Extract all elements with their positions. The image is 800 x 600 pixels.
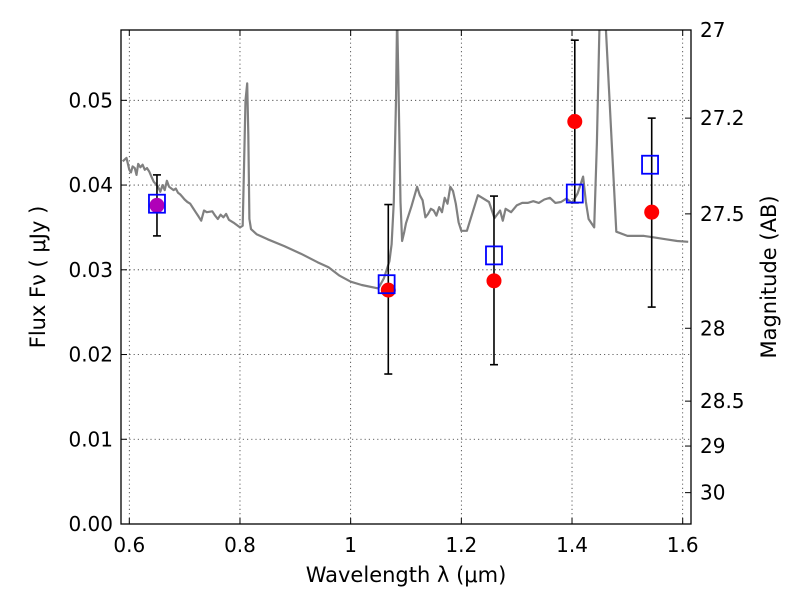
y-tick-label: 0.02 — [68, 343, 113, 367]
right-tick-label: 28.5 — [700, 389, 745, 413]
x-tick-label: 0.8 — [224, 533, 256, 557]
y-tick-label: 0.03 — [68, 258, 113, 282]
y-axis-label: Flux Fν ( μJy ) — [26, 206, 50, 349]
right-tick-label: 28 — [700, 316, 725, 340]
y-axis-right: 27 27.2 27.5 28 28.5 29 30 — [685, 18, 745, 505]
spectrum — [121, 30, 689, 290]
x-tick-label: 1.2 — [445, 533, 477, 557]
observed-point — [380, 282, 396, 298]
spectrum-line — [121, 30, 689, 290]
right-tick-label: 27.5 — [700, 202, 745, 226]
model-point — [641, 154, 659, 175]
model-point — [485, 245, 503, 266]
x-tick-label: 1.6 — [667, 533, 699, 557]
observed-point — [486, 273, 502, 289]
x-tick-label: 0.6 — [113, 533, 145, 557]
y-tick-label: 0.00 — [68, 512, 113, 536]
plot-frame — [120, 29, 692, 525]
right-tick-label: 27 — [700, 18, 725, 42]
right-tick-label: 27.2 — [700, 106, 745, 130]
right-tick-label: 29 — [700, 434, 725, 458]
x-tick-label: 1.4 — [556, 533, 588, 557]
y-axis-label-right: Magnitude (AB) — [757, 195, 781, 358]
y-tick-label: 0.04 — [68, 173, 113, 197]
model-point — [148, 193, 166, 214]
x-tick-label: 1 — [344, 533, 357, 557]
y-tick-label: 0.05 — [68, 88, 113, 112]
y-axis-left: 0.00 0.01 0.02 0.03 0.04 0.05 — [68, 88, 127, 536]
model-point — [377, 274, 396, 295]
right-tick-label: 30 — [700, 481, 725, 505]
observed-point — [567, 114, 583, 130]
observed-point — [644, 204, 660, 220]
y-tick-label: 0.01 — [68, 427, 113, 451]
model-points — [148, 154, 659, 295]
x-axis: 0.6 0.8 1 1.2 1.4 1.6 — [113, 30, 699, 557]
observed-point — [149, 197, 165, 213]
model-point — [565, 183, 584, 204]
x-axis-label: Wavelength λ (μm) — [306, 563, 507, 587]
